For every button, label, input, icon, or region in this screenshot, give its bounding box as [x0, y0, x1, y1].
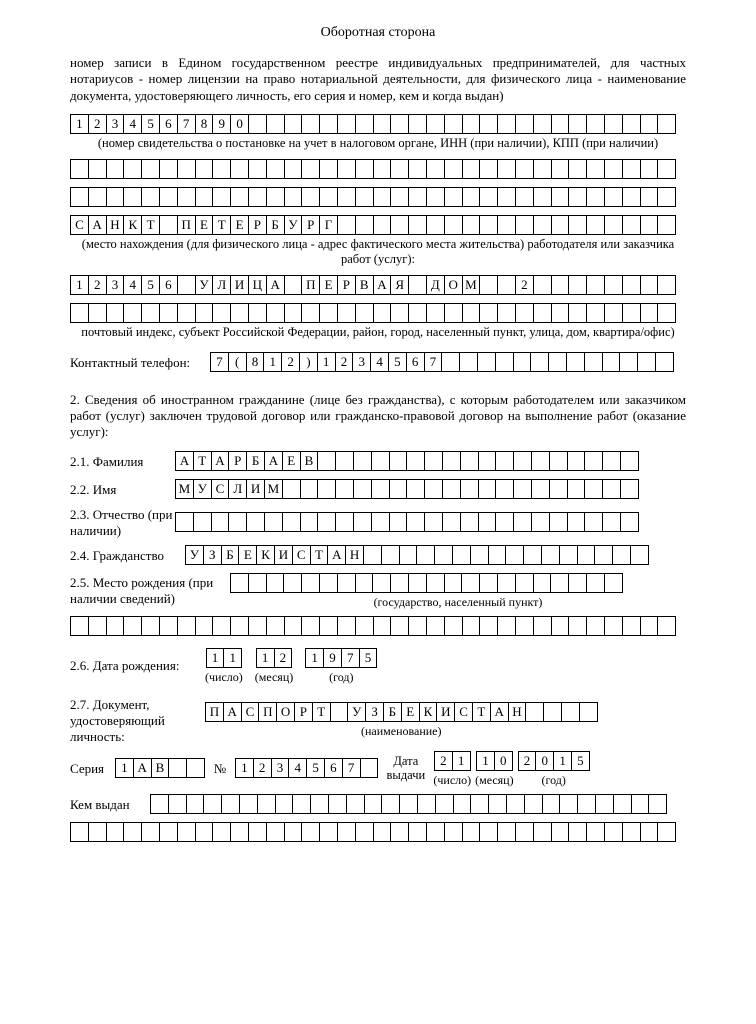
- row-3: [70, 187, 686, 207]
- f27-label: 2.7. Документ, удостоверяющий личность:: [70, 697, 205, 745]
- date-label: Дата выдачи: [378, 755, 433, 783]
- caption-3: почтовый индекс, субъект Российской Феде…: [70, 325, 686, 340]
- f26-year: 1975: [305, 648, 377, 668]
- f24-cells: УЗБЕКИСТАН: [185, 545, 649, 565]
- caption-1: (номер свидетельства о постановке на уче…: [70, 136, 686, 151]
- sub-day: (число): [205, 670, 243, 685]
- sub-month2: (месяц): [475, 773, 513, 788]
- sub-year: (год): [329, 670, 353, 685]
- row-2: [70, 159, 686, 179]
- id-day: 21: [434, 751, 471, 771]
- f25-label: 2.5. Место рождения (при наличии сведени…: [70, 575, 230, 607]
- f25-cells: [230, 573, 686, 593]
- f26-day: 11: [206, 648, 243, 668]
- ser-cells: 1АВ: [115, 758, 205, 778]
- kem2-cells: [70, 822, 686, 842]
- sub-year2: (год): [542, 773, 566, 788]
- row-1: 1234567890: [70, 114, 686, 134]
- f24-label: 2.4. Гражданство: [70, 548, 185, 564]
- row-5: 123456УЛИЦАПЕРВАЯДОМ2: [70, 275, 686, 295]
- caption-27: (наименование): [205, 724, 598, 739]
- phone-label: Контактный телефон:: [70, 355, 210, 371]
- section-2: 2. Сведения об иностранном гражданине (л…: [70, 392, 686, 441]
- f26-month: 12: [256, 648, 293, 668]
- f22-cells: МУСЛИМ: [175, 479, 639, 499]
- ser-label: Серия: [70, 761, 115, 777]
- caption-2: (место нахождения (для физического лица …: [70, 237, 686, 267]
- f21-label: 2.1. Фамилия: [70, 454, 175, 470]
- f25b-cells: [70, 616, 686, 636]
- kem1-cells: [150, 794, 667, 814]
- caption-25: (государство, населенный пункт): [230, 595, 686, 610]
- row-4: САНКТПЕТЕРБУРГ: [70, 215, 686, 235]
- num-cells: 1234567: [235, 758, 378, 778]
- phone-cells: 7(812)1234567: [210, 352, 674, 372]
- f21-cells: АТАРБАЕВ: [175, 451, 639, 471]
- sub-month: (месяц): [255, 670, 293, 685]
- intro-text: номер записи в Едином государственном ре…: [70, 55, 686, 104]
- f26-label: 2.6. Дата рождения:: [70, 658, 205, 674]
- sub-day2: (число): [433, 773, 471, 788]
- page-title: Оборотная сторона: [70, 25, 686, 41]
- id-month: 10: [476, 751, 513, 771]
- f23-label: 2.3. Отчество (при наличии): [70, 507, 175, 539]
- f22-label: 2.2. Имя: [70, 482, 175, 498]
- kem-label: Кем выдан: [70, 797, 150, 813]
- id-year: 2015: [518, 751, 590, 771]
- row-6: [70, 303, 686, 323]
- f27-cells: ПАСПОРТУЗБЕКИСТАН: [205, 702, 598, 722]
- num-label: №: [205, 761, 235, 777]
- f23-cells: [175, 512, 639, 532]
